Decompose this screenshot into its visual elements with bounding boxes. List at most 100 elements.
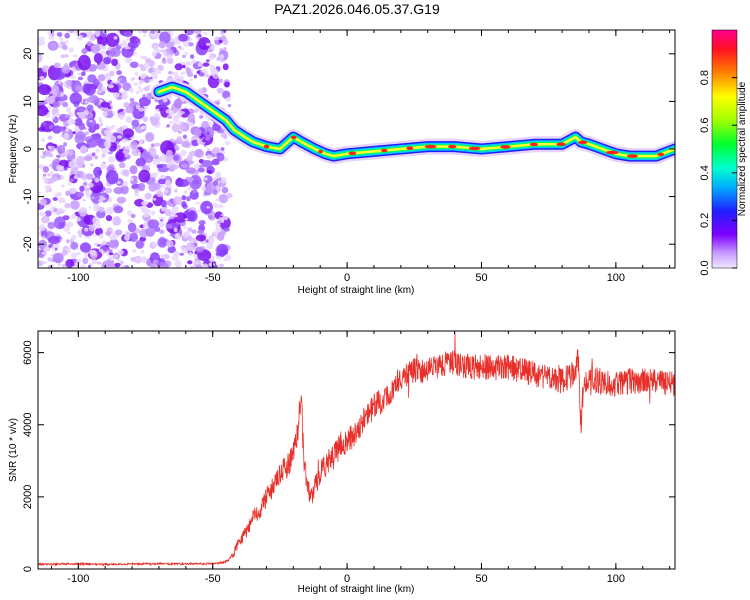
noise-speckle — [169, 37, 175, 43]
noise-speckle — [38, 105, 49, 117]
noise-speckle — [144, 86, 150, 92]
noise-speckle — [76, 170, 84, 179]
noise-speckle — [156, 69, 161, 74]
noise-speckle — [78, 235, 82, 238]
noise-speckle — [208, 122, 213, 126]
noise-speckle — [109, 135, 117, 143]
noise-speckle — [173, 98, 183, 109]
snr-panel: -100 -50 0 50 100 0 2000 4000 6000 Height of str… — [8, 330, 676, 595]
noise-speckle — [44, 185, 52, 190]
noise-speckle — [80, 264, 86, 268]
noise-speckle — [117, 181, 121, 185]
noise-speckle — [216, 58, 221, 61]
noise-speckle — [210, 45, 215, 50]
noise-speckle — [47, 221, 56, 230]
noise-speckle — [193, 74, 197, 79]
noise-speckle — [194, 250, 198, 255]
noise-speckle — [166, 124, 170, 128]
snr-ytick-label: 4000 — [22, 413, 34, 437]
noise-speckle — [70, 166, 79, 173]
noise-speckle — [49, 171, 55, 176]
noise-speckle — [105, 231, 112, 237]
noise-speckle — [48, 34, 55, 40]
noise-speckle — [118, 115, 125, 120]
noise-speckle — [125, 105, 134, 114]
noise-speckle — [105, 125, 110, 129]
ridge-peak — [627, 154, 638, 158]
noise-speckle — [157, 262, 169, 268]
noise-speckle — [142, 256, 148, 263]
noise-speckle — [220, 147, 225, 151]
noise-speckle — [65, 190, 71, 196]
noise-speckle — [158, 221, 165, 228]
noise-speckle — [220, 32, 225, 35]
noise-speckle — [124, 145, 132, 151]
noise-speckle — [187, 210, 198, 222]
noise-speckle — [173, 196, 183, 206]
noise-speckle — [122, 180, 128, 187]
noise-speckle — [99, 195, 104, 199]
noise-speckle — [132, 126, 136, 130]
noise-speckle — [77, 54, 91, 71]
noise-speckle — [79, 207, 85, 212]
noise-speckle — [39, 76, 45, 80]
noise-speckle — [133, 37, 141, 44]
noise-speckle — [158, 40, 166, 49]
noise-speckle — [223, 227, 230, 232]
noise-speckle — [174, 233, 181, 240]
noise-speckle — [81, 71, 86, 76]
noise-speckle — [48, 236, 61, 245]
noise-speckle — [113, 205, 124, 214]
noise-speckle — [192, 237, 197, 240]
snr-series — [38, 332, 675, 567]
noise-speckle — [109, 70, 115, 77]
noise-speckle — [167, 246, 176, 254]
noise-speckle — [87, 264, 92, 268]
noise-speckle — [64, 84, 68, 88]
ridge-peak — [448, 144, 457, 149]
spectrogram-xtick-label: 0 — [344, 272, 350, 284]
noise-speckle — [113, 247, 118, 251]
noise-speckle — [72, 54, 78, 58]
noise-speckle — [128, 87, 134, 94]
noise-speckle — [218, 194, 229, 204]
noise-speckle — [103, 129, 111, 135]
snr-ylabel: SNR (10 * v/v) — [8, 418, 19, 482]
noise-speckle — [143, 164, 147, 168]
noise-speckle — [187, 160, 194, 165]
noise-speckle — [105, 215, 113, 222]
noise-speckle — [206, 154, 213, 160]
noise-speckle — [83, 252, 89, 258]
noise-speckle — [62, 101, 69, 108]
noise-speckle — [210, 237, 214, 241]
noise-speckle — [130, 140, 138, 150]
snr-xtick-label: -50 — [205, 573, 221, 585]
noise-speckle — [181, 163, 189, 169]
noise-speckle — [185, 61, 192, 66]
noise-speckle — [120, 185, 129, 195]
noise-speckle — [168, 160, 175, 166]
noise-speckle — [62, 209, 66, 213]
noise-speckle — [38, 164, 45, 170]
noise-speckle — [212, 147, 220, 154]
noise-speckle — [174, 259, 182, 268]
noise-speckle — [61, 65, 71, 74]
noise-speckle — [141, 201, 149, 206]
noise-speckle — [208, 54, 214, 61]
noise-speckle — [152, 197, 157, 201]
noise-speckle — [223, 135, 228, 140]
noise-speckle — [134, 192, 139, 197]
noise-speckle — [169, 109, 175, 116]
noise-speckle — [175, 113, 182, 118]
noise-speckle — [54, 192, 61, 197]
noise-speckle — [49, 164, 53, 167]
noise-speckle — [218, 263, 225, 268]
noise-speckle — [109, 47, 121, 57]
noise-speckle — [176, 179, 190, 187]
noise-speckle — [145, 132, 155, 142]
noise-speckle — [151, 172, 158, 178]
noise-speckle — [160, 199, 167, 208]
noise-speckle — [127, 219, 133, 223]
noise-speckle — [172, 164, 180, 170]
noise-speckle — [212, 231, 218, 235]
